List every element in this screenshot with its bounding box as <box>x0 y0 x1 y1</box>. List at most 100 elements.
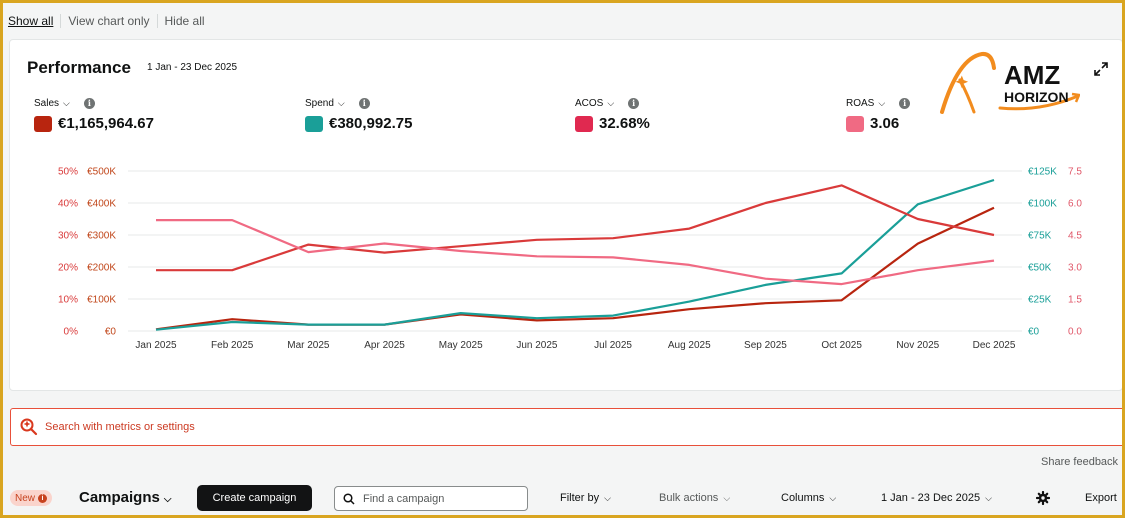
acos-tick-label: 40% <box>58 199 78 210</box>
date-range-label: 1 Jan - 23 Dec 2025 <box>881 492 981 504</box>
columns-dropdown[interactable]: Columns ⌵ <box>781 492 836 504</box>
metric-label[interactable]: ACOS <box>575 98 604 109</box>
metric-spend: Spend ⌵ i €380,992.75 <box>305 98 412 132</box>
roas-tick-label: 6.0 <box>1068 199 1082 210</box>
roas-tick-label: 3.0 <box>1068 263 1082 274</box>
spend-tick-label: €125K <box>1028 167 1057 178</box>
x-tick-label: Jan 2025 <box>135 340 177 351</box>
acos-tick-label: 50% <box>58 167 78 178</box>
metric-value: 32.68% <box>599 115 650 132</box>
metric-roas: ROAS ⌵ i 3.06 <box>846 98 911 132</box>
chevron-down-icon[interactable]: ⌵ <box>878 98 886 108</box>
share-feedback-link[interactable]: Share feedback <box>1041 456 1119 468</box>
bulk-actions-dropdown[interactable]: Bulk actions ⌵ <box>659 492 730 504</box>
campaigns-dropdown[interactable]: Campaigns ⌵ <box>79 489 171 506</box>
chevron-down-icon[interactable]: ⌵ <box>607 98 615 108</box>
performance-title: Performance <box>27 58 131 77</box>
color-swatch[interactable] <box>305 115 323 132</box>
info-icon[interactable]: i <box>358 98 370 109</box>
info-icon[interactable]: i <box>899 98 911 109</box>
sales-tick-label: €100K <box>87 295 116 306</box>
sales-tick-label: €300K <box>87 231 116 242</box>
view-options: Show all View chart only Hide all <box>8 14 212 28</box>
x-tick-label: Feb 2025 <box>211 340 254 351</box>
color-swatch[interactable] <box>846 115 864 132</box>
hide-all-link[interactable]: Hide all <box>156 14 212 28</box>
search-icon <box>343 492 355 505</box>
metric-label[interactable]: Sales <box>34 98 60 109</box>
metric-sales: Sales ⌵ i €1,165,964.67 <box>34 98 154 132</box>
expand-icon[interactable] <box>1094 62 1108 76</box>
chevron-down-icon: ⌵ <box>723 493 731 503</box>
spend-tick-label: €0 <box>1028 327 1040 338</box>
filter-by-dropdown[interactable]: Filter by ⌵ <box>560 492 611 504</box>
acos-tick-label: 0% <box>64 327 79 338</box>
find-campaign-field[interactable] <box>334 486 528 511</box>
x-tick-label: Apr 2025 <box>364 340 405 351</box>
spend-tick-label: €25K <box>1028 295 1052 306</box>
roas-tick-label: 0.0 <box>1068 327 1082 338</box>
chevron-down-icon[interactable]: ⌵ <box>63 98 70 108</box>
chevron-down-icon: ⌵ <box>163 494 172 505</box>
chevron-down-icon: ⌵ <box>604 493 611 503</box>
chevron-down-icon: ⌵ <box>829 493 837 503</box>
filter-label: Filter by <box>560 492 600 504</box>
performance-card: Performance 1 Jan - 23 Dec 2025 AMZ HORI… <box>9 39 1122 391</box>
show-all-link[interactable]: Show all <box>8 14 54 28</box>
columns-label: Columns <box>781 492 825 504</box>
sales-tick-label: €200K <box>87 263 116 274</box>
series-line-roas <box>156 218 995 286</box>
sales-tick-label: €0 <box>105 327 117 338</box>
acos-tick-label: 30% <box>58 231 78 242</box>
color-swatch[interactable] <box>575 115 593 132</box>
roas-tick-label: 4.5 <box>1068 231 1082 242</box>
acos-tick-label: 20% <box>58 263 78 274</box>
info-icon[interactable]: i <box>38 493 48 503</box>
create-campaign-button[interactable]: Create campaign <box>197 485 312 511</box>
series-line-sales <box>155 206 995 331</box>
acos-tick-label: 10% <box>58 295 78 306</box>
x-tick-label: Oct 2025 <box>821 340 862 351</box>
export-button[interactable]: Export <box>1085 492 1117 504</box>
metric-label[interactable]: Spend <box>305 98 334 109</box>
x-tick-label: May 2025 <box>439 340 483 351</box>
x-tick-label: Jun 2025 <box>516 340 558 351</box>
x-tick-label: Sep 2025 <box>744 340 787 351</box>
series-line-spend <box>155 178 995 331</box>
sales-tick-label: €500K <box>87 167 116 178</box>
spend-tick-label: €100K <box>1028 199 1057 210</box>
info-icon[interactable]: i <box>628 98 640 109</box>
performance-chart: 0% 10% 20% 30% 40% 50% €0 €100K €200K €300K €400K €… <box>58 167 1082 352</box>
chevron-down-icon[interactable]: ⌵ <box>337 98 345 108</box>
roas-tick-label: 1.5 <box>1068 295 1082 306</box>
campaigns-label: Campaigns <box>79 489 160 506</box>
metric-value: 3.06 <box>870 115 900 132</box>
x-tick-label: Nov 2025 <box>896 340 939 351</box>
date-range-dropdown[interactable]: 1 Jan - 23 Dec 2025 ⌵ <box>881 492 992 504</box>
x-tick-label: Dec 2025 <box>973 340 1016 351</box>
search-input[interactable]: Search with metrics or settings <box>45 421 195 433</box>
x-tick-label: Jul 2025 <box>594 340 632 351</box>
logo-text-horizon: HORIZON <box>1004 89 1069 105</box>
color-swatch[interactable] <box>34 115 52 132</box>
bulk-actions-label: Bulk actions <box>659 492 719 504</box>
logo-text-amz: AMZ <box>1004 60 1060 90</box>
x-tick-label: Mar 2025 <box>287 340 330 351</box>
amz-horizon-logo: AMZ HORIZON <box>940 51 1080 114</box>
series-line-acos <box>156 184 995 272</box>
spend-tick-label: €50K <box>1028 263 1052 274</box>
metric-label[interactable]: ROAS <box>846 98 875 109</box>
new-badge: New i <box>10 490 53 506</box>
gear-icon[interactable] <box>1036 491 1050 505</box>
metric-value: €380,992.75 <box>329 115 413 132</box>
find-campaign-input[interactable] <box>363 492 513 505</box>
info-icon[interactable]: i <box>83 98 95 109</box>
metrics-search-bar[interactable]: Search with metrics or settings <box>10 408 1122 446</box>
roas-tick-label: 7.5 <box>1068 167 1082 178</box>
view-chart-only-link[interactable]: View chart only <box>60 14 156 28</box>
x-tick-label: Aug 2025 <box>668 340 711 351</box>
metric-value: €1,165,964.67 <box>58 115 154 132</box>
new-badge-label: New <box>15 492 36 504</box>
